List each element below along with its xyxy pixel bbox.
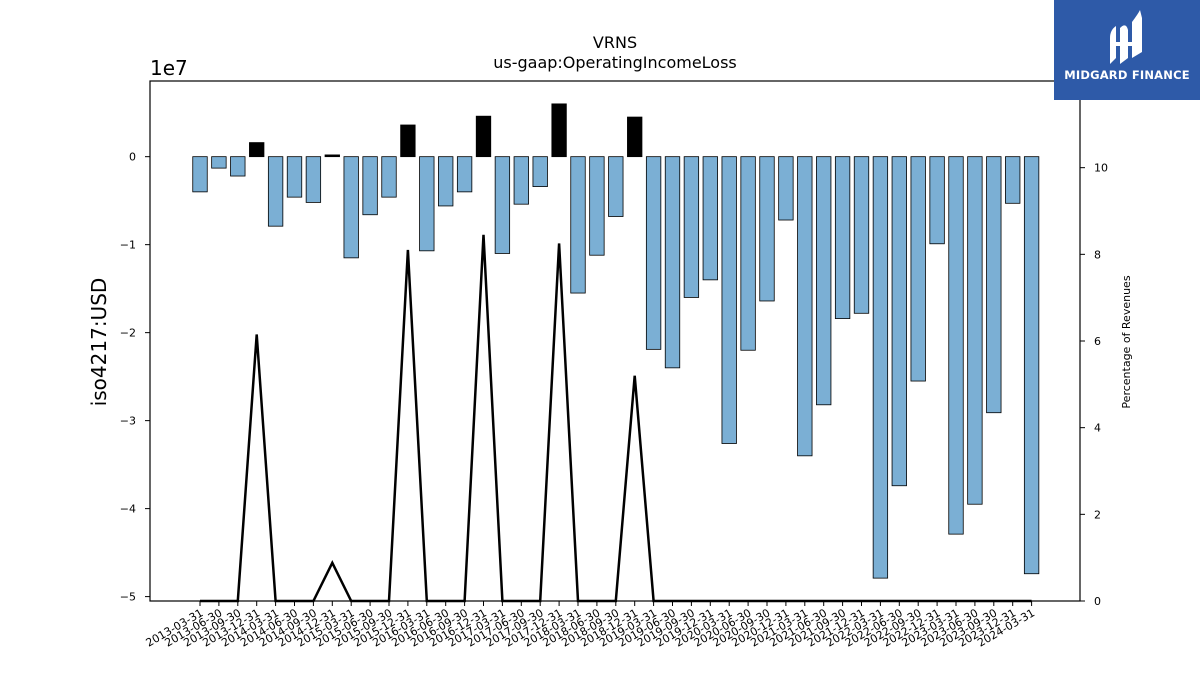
bar-2020-12-31 (778, 156, 794, 221)
bar-2018-03-31 (570, 156, 586, 294)
chart-subtitle: us-gaap:OperatingIncomeLoss (493, 53, 737, 72)
bar-2018-06-30 (589, 156, 605, 256)
bar-2016-12-31 (475, 115, 492, 158)
midgard-logo-icon (1110, 10, 1142, 64)
y-offset-label: 1e7 (150, 56, 188, 80)
bar-2017-12-31 (551, 103, 567, 158)
bar-2023-06-30 (967, 156, 983, 505)
y-tick-label: 0 (129, 151, 136, 164)
bar-2020-03-31 (721, 156, 737, 444)
axes-group: 0−1−2−3−4−5 02468102013-03-312013-06-3020… (120, 80, 1108, 650)
bar-2021-12-31 (853, 156, 870, 314)
y2-tick-label: 0 (1094, 595, 1101, 608)
y2-axis-label: Percentage of Revenues (1120, 275, 1133, 408)
bar-2014-06-30 (286, 156, 303, 198)
y-tick-label: −5 (120, 591, 136, 604)
bar-2020-09-30 (759, 156, 775, 302)
bar-2021-03-31 (797, 156, 813, 457)
logo: MIDGARD FINANCE (1054, 0, 1200, 100)
chart-title: VRNS (593, 33, 637, 52)
bar-2013-06-30 (211, 156, 227, 169)
bar-2018-12-31 (627, 116, 643, 158)
bar-2023-12-31 (1005, 156, 1021, 204)
y2-tick-label: 4 (1094, 422, 1101, 435)
bar-2015-06-30 (362, 156, 378, 216)
bars-group (192, 103, 1040, 579)
y2-tick-label: 2 (1094, 508, 1101, 521)
y2-tick-label: 6 (1094, 335, 1101, 348)
bar-2019-09-30 (683, 156, 700, 298)
bar-2024-03-31 (1023, 156, 1040, 575)
bar-2013-12-31 (249, 142, 265, 158)
y2-tick-label: 8 (1094, 248, 1101, 261)
bar-2015-03-31 (343, 156, 359, 259)
bar-2023-09-30 (986, 156, 1002, 414)
bar-2019-03-31 (645, 156, 662, 350)
bar-2013-09-30 (230, 156, 246, 177)
bar-2017-09-30 (532, 156, 548, 187)
y2-tick-label: 10 (1094, 162, 1108, 175)
y-tick-label: −1 (120, 239, 136, 252)
bar-2021-09-30 (834, 156, 851, 319)
bar-2015-12-31 (400, 124, 416, 158)
y-tick-label: −3 (120, 415, 136, 428)
y-tick-label: −4 (120, 503, 136, 516)
bar-2018-09-30 (608, 156, 624, 217)
bar-2017-06-30 (513, 156, 529, 205)
bar-2023-03-31 (948, 156, 964, 535)
y-axis-label: iso4217:USD (87, 278, 111, 407)
bar-2014-03-31 (267, 156, 284, 227)
bar-2014-12-31 (324, 154, 340, 158)
bar-2019-12-31 (702, 156, 718, 281)
bar-2019-06-30 (664, 156, 681, 369)
bar-2022-09-30 (910, 156, 926, 382)
bar-2014-09-30 (305, 156, 322, 203)
bar-2016-03-31 (419, 156, 435, 252)
bar-2022-12-31 (929, 156, 945, 245)
bar-2015-09-30 (381, 156, 397, 198)
bar-2017-03-31 (494, 156, 511, 254)
logo-text: MIDGARD FINANCE (1064, 68, 1190, 82)
bar-2021-06-30 (816, 156, 832, 406)
bar-2016-09-30 (456, 156, 473, 193)
y-tick-label: −2 (120, 327, 136, 340)
bar-2013-03-31 (192, 156, 208, 193)
bar-2016-06-30 (438, 156, 454, 207)
bar-2022-06-30 (891, 156, 907, 487)
bar-2022-03-31 (872, 156, 889, 579)
bar-2020-06-30 (740, 156, 756, 351)
